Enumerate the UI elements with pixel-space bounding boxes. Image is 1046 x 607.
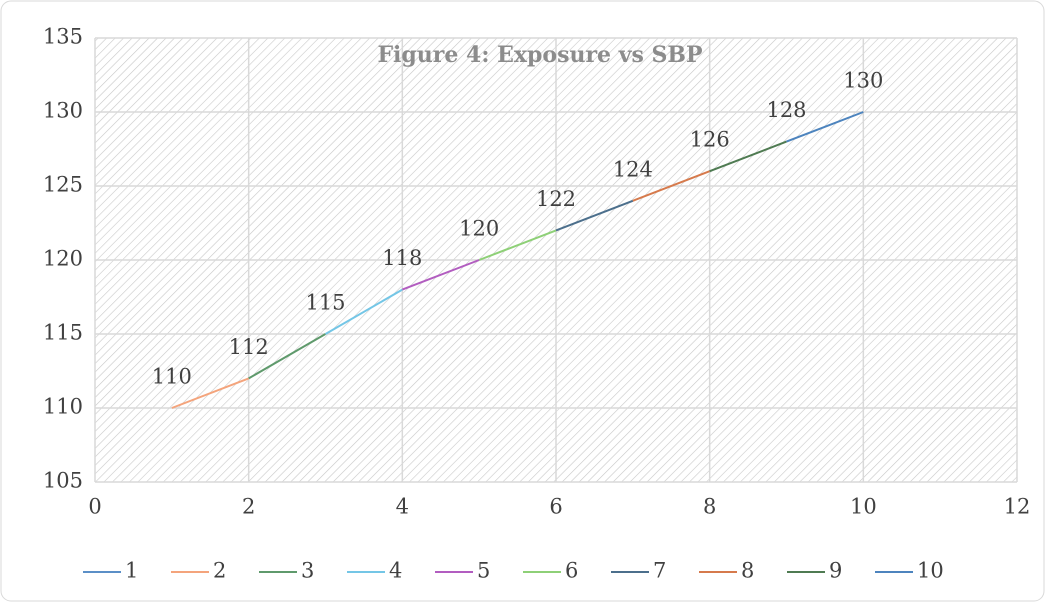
legend-label: 4 — [389, 559, 402, 583]
data-label: 118 — [382, 246, 422, 270]
data-label: 128 — [766, 98, 806, 122]
legend-label: 2 — [213, 559, 226, 583]
x-tick-label: 8 — [703, 495, 716, 519]
data-label: 130 — [843, 69, 883, 93]
series-line — [632, 170, 711, 202]
series-line — [324, 288, 403, 335]
x-tick-label: 0 — [88, 495, 101, 519]
legend-label: 8 — [741, 559, 754, 583]
y-tick-label: 125 — [43, 173, 83, 197]
series-line — [709, 140, 787, 173]
data-label: 110 — [152, 365, 192, 389]
data-label: 122 — [536, 187, 576, 211]
y-tick-label: 115 — [43, 321, 83, 345]
x-tick-label: 6 — [549, 495, 562, 519]
x-tick-label: 2 — [242, 495, 255, 519]
legend-label: 5 — [477, 559, 490, 583]
series-line — [555, 199, 634, 232]
x-tick-label: 12 — [1004, 495, 1031, 519]
data-label: 115 — [305, 291, 345, 315]
legend-label: 7 — [653, 559, 666, 583]
series-line — [248, 333, 327, 380]
legend-label: 9 — [829, 559, 842, 583]
chart-title: Figure 4: Exposure vs SBP — [377, 42, 702, 68]
data-label: 112 — [229, 335, 269, 359]
y-tick-label: 110 — [43, 395, 83, 419]
legend-label: 10 — [917, 559, 944, 583]
x-tick-label: 4 — [396, 495, 409, 519]
legend-label: 3 — [301, 559, 314, 583]
data-label: 124 — [613, 157, 653, 181]
y-tick-label: 130 — [43, 99, 83, 123]
data-label: 120 — [459, 217, 499, 241]
x-tick-label: 10 — [850, 495, 877, 519]
y-tick-label: 135 — [43, 25, 83, 49]
series-line — [478, 229, 557, 261]
data-label: 126 — [690, 128, 730, 152]
series-line — [786, 111, 864, 143]
y-tick-label: 105 — [43, 469, 83, 493]
y-tick-label: 120 — [43, 247, 83, 271]
series-line — [401, 259, 480, 291]
series-line — [171, 377, 250, 409]
legend-label: 1 — [125, 559, 138, 583]
legend-label: 6 — [565, 559, 578, 583]
